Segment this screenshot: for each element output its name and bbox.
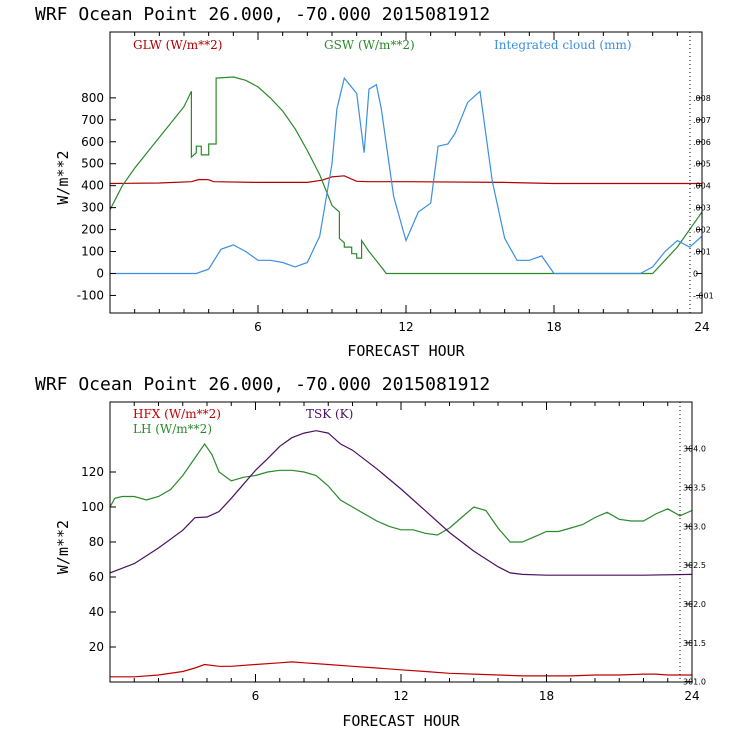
y-tick-label: 700 — [81, 113, 104, 127]
y-tick-label: 0 — [96, 266, 104, 280]
legend-entry-2: Integrated cloud (mm) — [494, 38, 632, 52]
legend-entry-1: GSW (W/m**2) — [324, 38, 415, 52]
series-line-1 — [110, 442, 692, 543]
x-axis-label: FORECAST HOUR — [347, 342, 465, 360]
radiation-panel: WRF Ocean Point 26.000, -70.000 20150819… — [35, 4, 714, 360]
right-tick-label: 301.0 — [683, 678, 706, 687]
x-tick-label: 18 — [539, 689, 554, 703]
y-tick-label: 120 — [81, 465, 104, 479]
y-axis-label: W/m**2 — [54, 520, 72, 574]
x-tick-label: 6 — [254, 320, 262, 334]
y-tick-label: 40 — [89, 605, 104, 619]
right-tick-label: .005 — [693, 160, 711, 169]
plot-frame — [109, 401, 693, 683]
series-line-0 — [110, 661, 692, 678]
chart-title: WRF Ocean Point 26.000, -70.000 20150819… — [35, 374, 490, 395]
right-tick-label: .006 — [693, 138, 711, 147]
right-tick-label: -.001 — [693, 291, 714, 300]
plot-frame — [109, 31, 703, 314]
y-tick-label: 20 — [89, 640, 104, 654]
x-tick-label: 12 — [398, 320, 413, 334]
legend-entry-0: GLW (W/m**2) — [133, 38, 222, 52]
right-tick-label: .004 — [693, 182, 711, 191]
right-tick-label: .001 — [693, 248, 711, 257]
legend-entry-2: TSK (K) — [306, 407, 353, 421]
flux-panel: WRF Ocean Point 26.000, -70.000 20150819… — [35, 374, 706, 730]
x-axis-label: FORECAST HOUR — [342, 712, 460, 730]
y-tick-label: 300 — [81, 201, 104, 215]
legend-entry-0: HFX (W/m**2) — [133, 407, 221, 421]
y-tick-label: 800 — [81, 91, 104, 105]
series-line-2 — [110, 430, 692, 576]
y-tick-label: 60 — [89, 570, 104, 584]
legend-entry-1: LH (W/m**2) — [133, 422, 212, 436]
right-tick-label: .007 — [693, 116, 711, 125]
y-tick-label: -100 — [77, 288, 104, 302]
x-tick-label: 24 — [684, 689, 699, 703]
y-tick-label: 80 — [89, 535, 104, 549]
series-line-1 — [110, 76, 702, 275]
right-tick-label: 302.0 — [683, 600, 706, 609]
series-line-0 — [110, 175, 702, 185]
x-tick-label: 24 — [694, 320, 709, 334]
y-tick-label: 200 — [81, 223, 104, 237]
chart-title: WRF Ocean Point 26.000, -70.000 20150819… — [35, 4, 490, 25]
right-tick-label: .003 — [693, 204, 711, 213]
right-tick-label: 303.5 — [683, 483, 706, 492]
y-axis-label: W/m**2 — [54, 150, 72, 204]
x-tick-label: 6 — [252, 689, 260, 703]
right-tick-label: .008 — [693, 94, 711, 103]
x-tick-label: 12 — [393, 689, 408, 703]
y-tick-label: 500 — [81, 157, 104, 171]
right-tick-label: .002 — [693, 226, 711, 235]
y-tick-label: 600 — [81, 135, 104, 149]
right-tick-label: 303.0 — [683, 522, 706, 531]
series-line-2 — [110, 76, 702, 275]
x-tick-label: 18 — [546, 320, 561, 334]
right-tick-label: 302.5 — [683, 561, 706, 570]
right-tick-label: 301.5 — [683, 639, 706, 648]
y-tick-label: 100 — [81, 245, 104, 259]
y-tick-label: 400 — [81, 179, 104, 193]
right-tick-label: 0 — [693, 269, 698, 278]
right-tick-label: 304.0 — [683, 445, 706, 454]
y-tick-label: 100 — [81, 500, 104, 514]
